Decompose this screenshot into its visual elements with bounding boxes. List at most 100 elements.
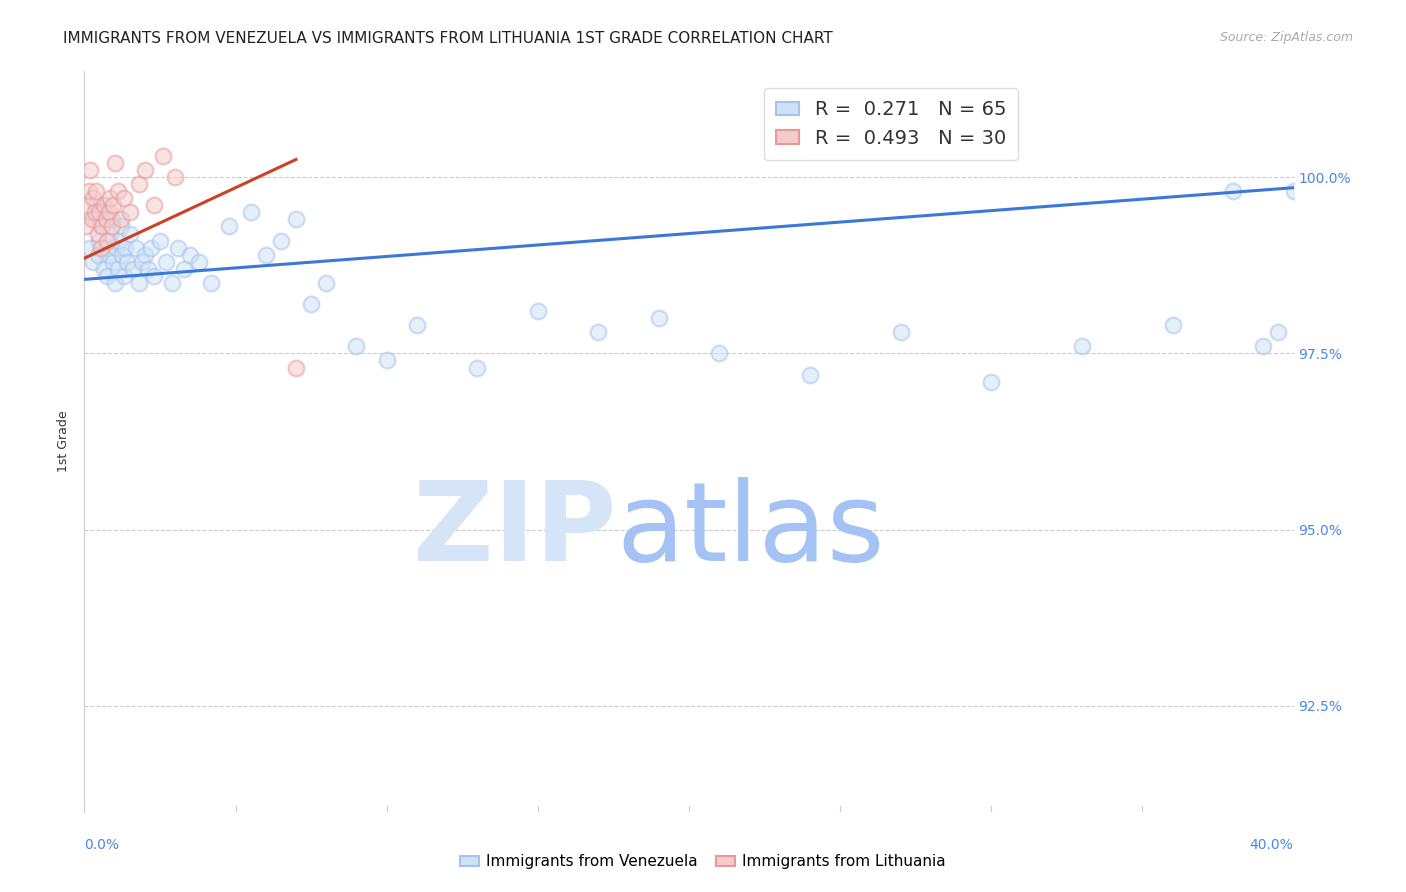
Point xyxy=(107,261,129,276)
Point xyxy=(76,198,98,212)
Point xyxy=(125,241,148,255)
Point xyxy=(142,198,165,212)
Legend: R =  0.271   N = 65, R =  0.493   N = 30: R = 0.271 N = 65, R = 0.493 N = 30 xyxy=(763,88,1018,160)
Point xyxy=(94,241,117,255)
Point xyxy=(1267,325,1289,339)
Point xyxy=(218,219,240,234)
Point xyxy=(82,254,104,268)
Point xyxy=(111,248,134,262)
Point xyxy=(115,254,138,268)
Point xyxy=(648,311,671,326)
Point xyxy=(97,205,120,219)
Point xyxy=(890,325,912,339)
Point xyxy=(1161,318,1184,333)
Text: 40.0%: 40.0% xyxy=(1250,838,1294,852)
Point xyxy=(86,184,108,198)
Point xyxy=(93,261,115,276)
Point xyxy=(93,198,115,212)
Point xyxy=(299,297,322,311)
Point xyxy=(149,234,172,248)
Y-axis label: 1st Grade: 1st Grade xyxy=(58,410,70,473)
Point xyxy=(100,219,122,234)
Point xyxy=(128,177,150,191)
Point xyxy=(112,191,135,205)
Point xyxy=(105,241,128,255)
Point xyxy=(188,254,211,268)
Point xyxy=(96,234,118,248)
Point xyxy=(118,205,141,219)
Point xyxy=(98,227,121,241)
Point xyxy=(160,276,183,290)
Point xyxy=(112,268,135,283)
Point xyxy=(346,339,368,353)
Point xyxy=(709,346,731,360)
Point xyxy=(1253,339,1275,353)
Point xyxy=(1071,339,1094,353)
Point xyxy=(89,205,111,219)
Point xyxy=(799,368,821,382)
Point xyxy=(467,360,489,375)
Point xyxy=(527,304,550,318)
Point xyxy=(142,268,165,283)
Point xyxy=(79,241,101,255)
Text: atlas: atlas xyxy=(616,477,884,584)
Point xyxy=(980,375,1002,389)
Point xyxy=(165,170,187,185)
Point xyxy=(107,184,129,198)
Point xyxy=(179,248,201,262)
Point xyxy=(104,276,127,290)
Point xyxy=(110,212,132,227)
Point xyxy=(97,248,120,262)
Point xyxy=(406,318,429,333)
Point xyxy=(167,241,190,255)
Point xyxy=(82,191,104,205)
Point xyxy=(121,261,143,276)
Text: IMMIGRANTS FROM VENEZUELA VS IMMIGRANTS FROM LITHUANIA 1ST GRADE CORRELATION CHA: IMMIGRANTS FROM VENEZUELA VS IMMIGRANTS … xyxy=(63,31,832,46)
Point xyxy=(152,149,174,163)
Point xyxy=(90,241,112,255)
Point xyxy=(173,261,195,276)
Point xyxy=(87,227,110,241)
Point xyxy=(239,205,262,219)
Point xyxy=(1282,184,1305,198)
Point xyxy=(84,212,107,227)
Point xyxy=(84,205,107,219)
Point xyxy=(87,248,110,262)
Point xyxy=(1222,184,1244,198)
Point xyxy=(285,360,308,375)
Point xyxy=(98,191,121,205)
Point xyxy=(91,205,114,219)
Point xyxy=(80,212,103,227)
Point xyxy=(200,276,222,290)
Point xyxy=(131,254,153,268)
Point xyxy=(75,219,97,234)
Text: ZIP: ZIP xyxy=(413,477,616,584)
Point xyxy=(285,212,308,227)
Point xyxy=(134,163,156,178)
Point xyxy=(315,276,337,290)
Point xyxy=(100,212,122,227)
Point xyxy=(90,219,112,234)
Point xyxy=(108,234,131,248)
Legend: Immigrants from Venezuela, Immigrants from Lithuania: Immigrants from Venezuela, Immigrants fr… xyxy=(454,848,952,875)
Point xyxy=(86,198,108,212)
Text: Source: ZipAtlas.com: Source: ZipAtlas.com xyxy=(1219,31,1353,45)
Point xyxy=(118,227,141,241)
Point xyxy=(254,248,277,262)
Point xyxy=(79,163,101,178)
Point xyxy=(96,268,118,283)
Point xyxy=(94,212,117,227)
Point xyxy=(588,325,610,339)
Point xyxy=(155,254,177,268)
Point xyxy=(139,241,162,255)
Point xyxy=(89,234,111,248)
Point xyxy=(134,248,156,262)
Point xyxy=(110,219,132,234)
Point xyxy=(101,198,124,212)
Point xyxy=(77,184,100,198)
Point xyxy=(136,261,159,276)
Point xyxy=(270,234,292,248)
Text: 0.0%: 0.0% xyxy=(84,838,120,852)
Point xyxy=(128,276,150,290)
Point xyxy=(91,219,114,234)
